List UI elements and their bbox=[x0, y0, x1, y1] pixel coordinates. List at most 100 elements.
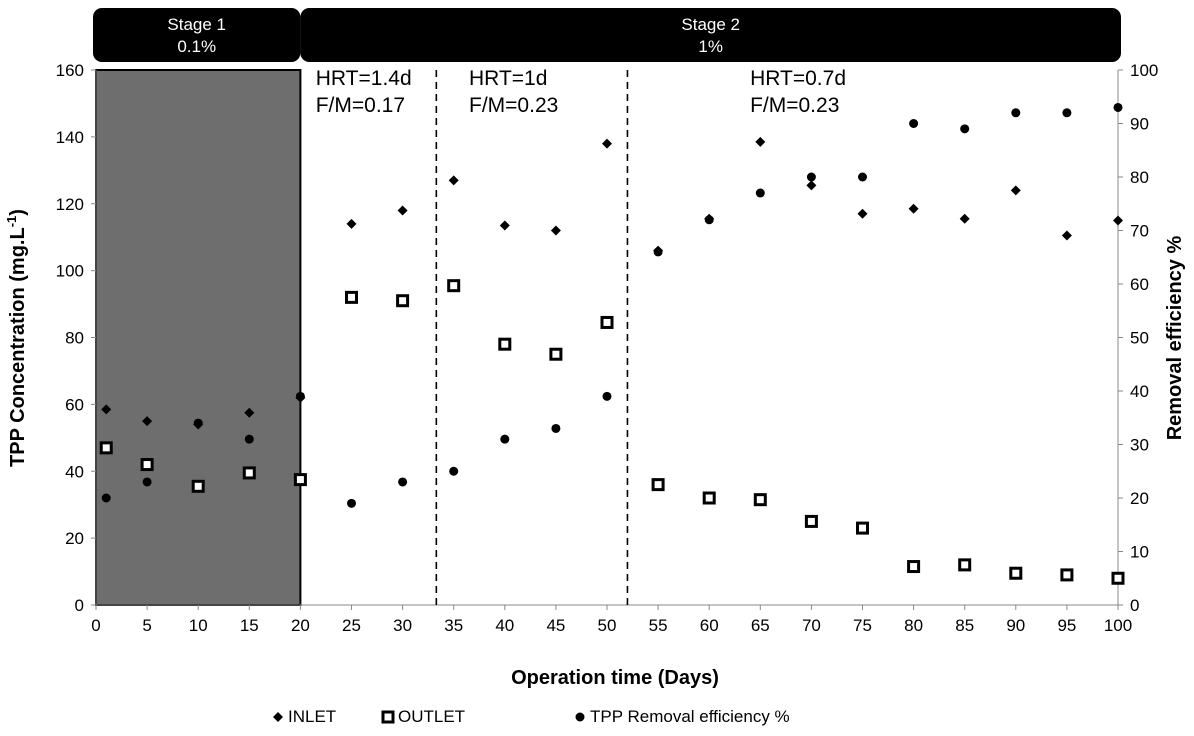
square-point bbox=[447, 279, 461, 293]
square-point bbox=[651, 478, 665, 492]
circle-point bbox=[755, 188, 765, 198]
square-point bbox=[345, 290, 358, 304]
annotation-fm: F/M=0.23 bbox=[750, 94, 839, 117]
x-tick-label: 65 bbox=[751, 616, 770, 635]
circle-point bbox=[602, 391, 612, 401]
square-point bbox=[702, 491, 716, 505]
x-tick-label: 75 bbox=[853, 616, 872, 635]
circle-point bbox=[101, 493, 111, 503]
annotation-hrt: HRT=0.7d bbox=[750, 67, 846, 90]
x-tick-label: 45 bbox=[546, 616, 565, 635]
circle-point bbox=[1011, 108, 1021, 118]
x-tick-label: 10 bbox=[189, 616, 208, 635]
y2-tick-label: 100 bbox=[1130, 61, 1158, 80]
annotation-fm: F/M=0.23 bbox=[469, 94, 558, 117]
square-point bbox=[99, 441, 113, 455]
x-tick-label: 0 bbox=[91, 616, 100, 635]
stage-bar-1 bbox=[93, 8, 301, 62]
diamond-point bbox=[346, 218, 357, 229]
x-tick-label: 85 bbox=[955, 616, 974, 635]
diamond-point bbox=[1113, 215, 1123, 226]
diamond-point bbox=[857, 208, 868, 219]
y-tick-label: 140 bbox=[56, 128, 84, 147]
y2-tick-label: 70 bbox=[1130, 222, 1149, 241]
diamond-point bbox=[602, 138, 612, 149]
annotation-hrt: HRT=1d bbox=[469, 67, 547, 90]
y-tick-label: 40 bbox=[65, 462, 84, 481]
legend: INLET OUTLET TPP Removal efficiency % bbox=[273, 707, 790, 726]
diamond-point bbox=[806, 180, 817, 191]
circle-point bbox=[704, 215, 714, 225]
x-tick-label: 100 bbox=[1104, 616, 1132, 635]
stage-bar-2 bbox=[300, 8, 1121, 62]
legend-label-2: OUTLET bbox=[398, 707, 465, 726]
circle-point bbox=[1062, 108, 1072, 118]
legend-marker-1 bbox=[273, 712, 283, 722]
square-point bbox=[958, 558, 972, 572]
stage-value-1: 0.1% bbox=[177, 37, 216, 56]
square-point bbox=[396, 294, 410, 308]
x-tick-label: 25 bbox=[342, 616, 361, 635]
circle-point bbox=[551, 423, 561, 433]
annotations: HRT=1.4d F/M=0.17 HRT=1d F/M=0.23 HRT=0.7d F/… bbox=[316, 67, 846, 117]
x-tick-label: 55 bbox=[649, 616, 668, 635]
y-tick-label: 120 bbox=[56, 195, 84, 214]
shaded-region-layer bbox=[95, 69, 302, 606]
y2-tick-label: 90 bbox=[1130, 115, 1149, 134]
circle-point bbox=[653, 247, 663, 257]
circle-point bbox=[295, 391, 305, 401]
y2-tick-label: 40 bbox=[1130, 382, 1149, 401]
circle-point bbox=[142, 477, 152, 487]
diamond-point bbox=[908, 203, 919, 214]
square-point bbox=[549, 347, 563, 361]
shaded-region bbox=[95, 69, 302, 606]
diamond-point bbox=[755, 136, 766, 147]
data-marks bbox=[99, 102, 1125, 585]
square-point bbox=[907, 560, 921, 574]
y2-axis-title: Removal efficiency % bbox=[1164, 236, 1186, 441]
legend-label-1: INLET bbox=[288, 707, 336, 726]
x-tick-label: 15 bbox=[240, 616, 259, 635]
y2-tick-label: 50 bbox=[1130, 329, 1149, 348]
diamond-point bbox=[244, 407, 255, 418]
circle-point bbox=[909, 119, 919, 128]
y-axis-title-sup: -1 bbox=[4, 216, 19, 228]
diamond-point bbox=[1061, 230, 1072, 241]
diamond-point bbox=[550, 225, 561, 236]
square-point bbox=[242, 466, 256, 480]
x-tick-label: 60 bbox=[700, 616, 719, 635]
y-axis-title-close: ) bbox=[7, 209, 29, 216]
square-point bbox=[1060, 568, 1074, 582]
y2-tick-label: 0 bbox=[1130, 596, 1139, 615]
x-tick-label: 95 bbox=[1057, 616, 1076, 635]
stage-label-2: Stage 2 bbox=[681, 15, 740, 34]
square-point bbox=[191, 479, 205, 493]
x-tick-label: 50 bbox=[598, 616, 617, 635]
y-tick-label: 80 bbox=[65, 329, 84, 348]
square-point bbox=[1111, 571, 1125, 585]
annotation-hrt: HRT=1.4d bbox=[316, 67, 412, 90]
y-axis-title-base: TPP Concentration (mg.L bbox=[7, 227, 29, 467]
x-axis-title: Operation time (Days) bbox=[511, 667, 719, 689]
x-tick-label: 40 bbox=[495, 616, 514, 635]
y-tick-label: 160 bbox=[56, 61, 84, 80]
diamond-point bbox=[142, 416, 153, 427]
square-point bbox=[753, 493, 767, 507]
y-tick-label: 20 bbox=[65, 529, 84, 548]
diamond-point bbox=[397, 205, 408, 216]
stage-label-1: Stage 1 bbox=[167, 15, 226, 34]
x-tick-label: 90 bbox=[1006, 616, 1025, 635]
y-tick-label: 60 bbox=[65, 395, 84, 414]
tick-labels: 0 5 10 15 20 25 30 35 40 45 50 55 60 65 70 75 80 85 90 95 10… bbox=[56, 61, 1159, 635]
circle-point bbox=[806, 172, 816, 182]
square-point bbox=[293, 473, 307, 487]
circle-point bbox=[960, 124, 970, 134]
legend-label-3: TPP Removal efficiency % bbox=[590, 707, 790, 726]
diamond-point bbox=[499, 220, 510, 231]
annotation-fm: F/M=0.17 bbox=[316, 94, 405, 117]
x-tick-label: 35 bbox=[444, 616, 463, 635]
square-point bbox=[804, 514, 818, 528]
legend-marker-2 bbox=[381, 710, 395, 724]
circle-point bbox=[347, 498, 356, 508]
square-point bbox=[498, 337, 512, 351]
